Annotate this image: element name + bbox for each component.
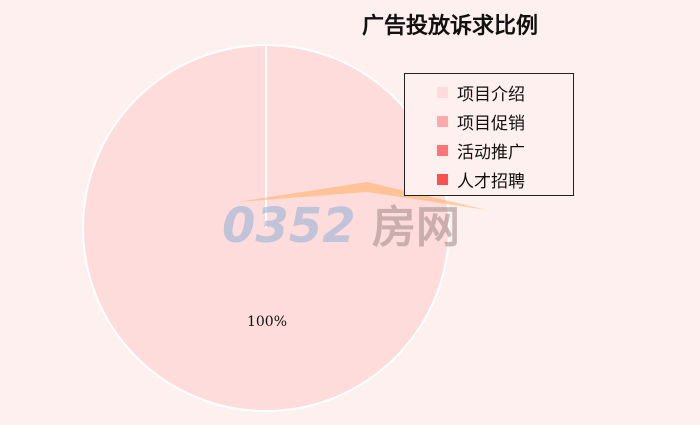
- legend-label: 项目介绍: [457, 85, 525, 105]
- data-label: 100%: [247, 314, 287, 330]
- legend-label: 人才招聘: [457, 172, 525, 192]
- legend-swatch: [437, 116, 448, 127]
- legend-label: 活动推广: [457, 143, 525, 163]
- legend-item: 人才招聘: [405, 165, 573, 194]
- chart-title: 广告投放诉求比例: [361, 13, 538, 39]
- legend-swatch: [437, 145, 448, 156]
- legend-label: 项目促销: [457, 114, 525, 134]
- legend-item: 项目促销: [405, 107, 573, 136]
- legend: 项目介绍项目促销活动推广人才招聘: [404, 73, 574, 196]
- legend-item: 项目介绍: [405, 78, 573, 107]
- legend-item: 活动推广: [405, 136, 573, 165]
- legend-swatch: [437, 174, 448, 185]
- legend-swatch: [437, 87, 448, 98]
